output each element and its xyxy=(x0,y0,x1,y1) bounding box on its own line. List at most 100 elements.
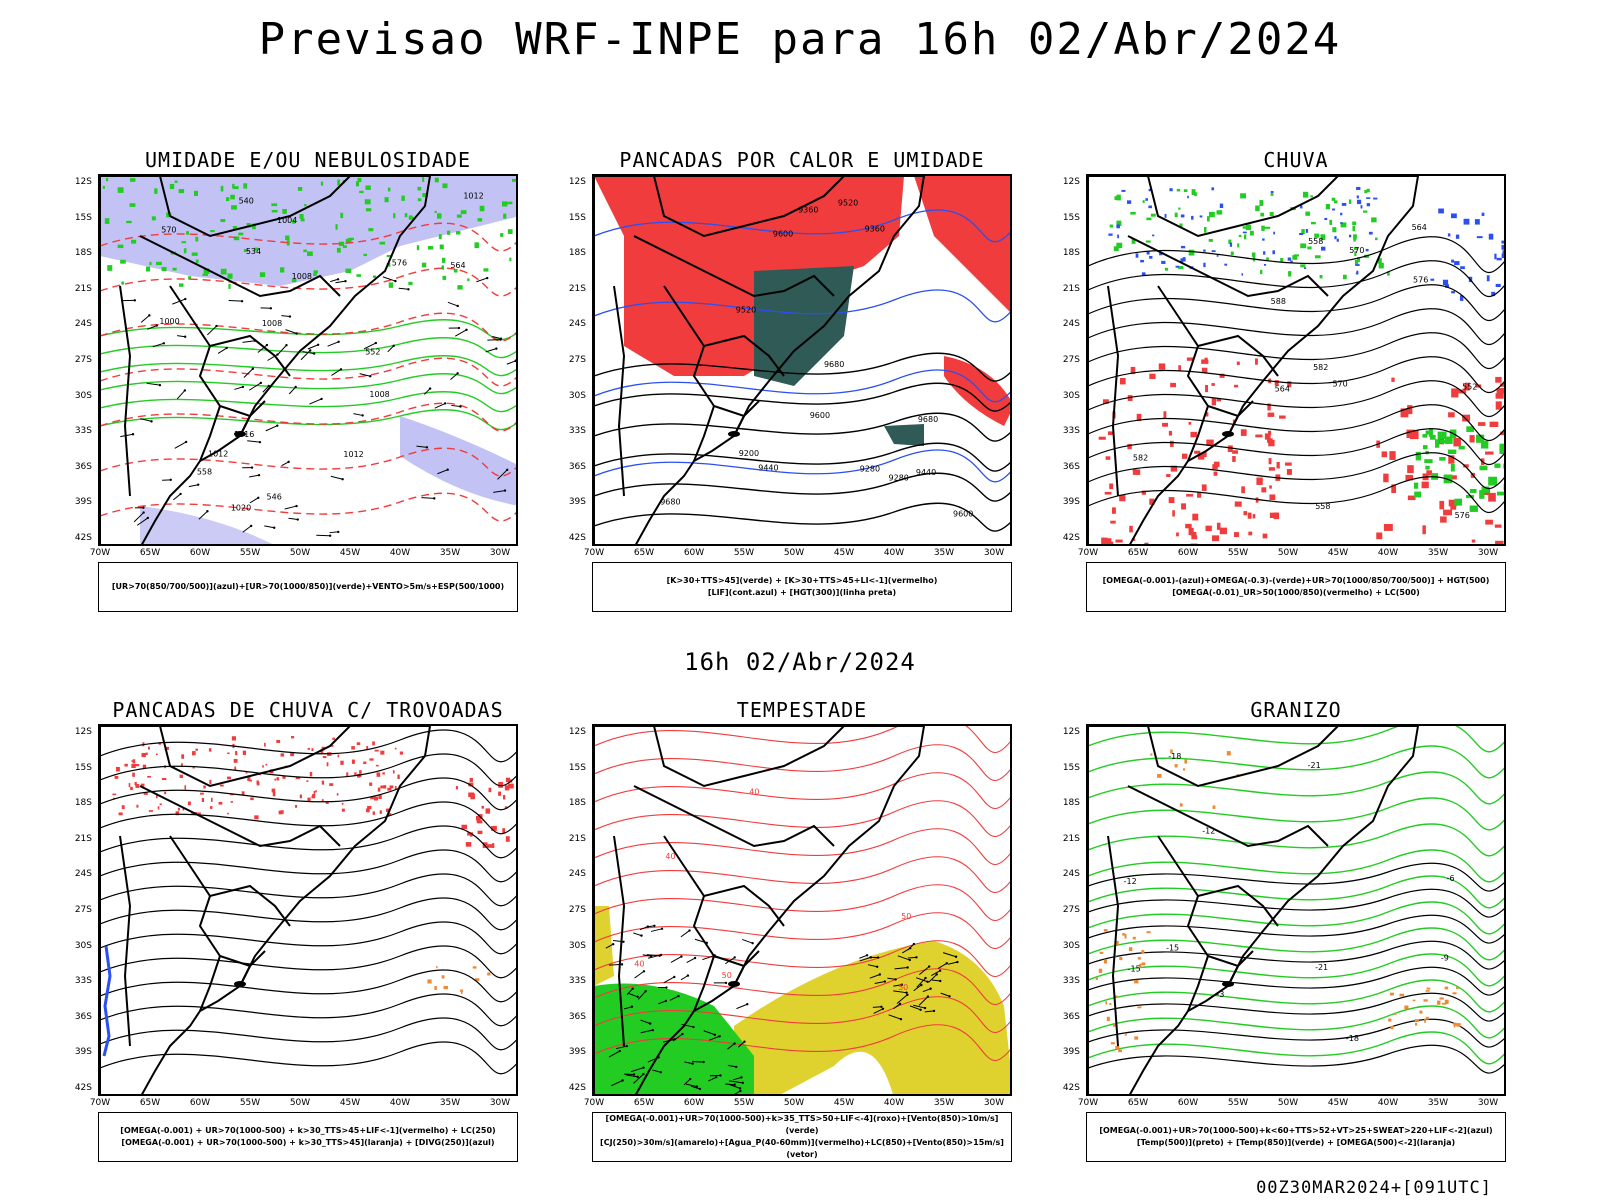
legend-box: [K>30+TTS>45](verde) + [K>30+TTS>45+LI<-… xyxy=(592,562,1012,612)
map-trovoadas[interactable] xyxy=(98,724,518,1096)
humidity-green-speckle xyxy=(434,177,439,183)
thunderstorm-red-speckle xyxy=(392,770,395,774)
rain-red-speckle xyxy=(1234,384,1239,388)
rain-green-speckle xyxy=(1109,224,1114,228)
lon-tick-label: 35W xyxy=(1427,548,1449,558)
rain-red-speckle xyxy=(1181,503,1186,510)
rain-green-speckle xyxy=(1116,220,1122,226)
wind-vector xyxy=(147,325,157,330)
humidity-green-speckle xyxy=(408,281,413,285)
contour-label: 558 xyxy=(1315,502,1330,511)
rain-green-speckle xyxy=(1488,476,1498,486)
rain-green-speckle xyxy=(1266,257,1269,261)
rain-green-speckle xyxy=(1479,490,1485,499)
wind-vector xyxy=(611,943,615,946)
longitude-axis: 70W 65W 60W 55W 50W 45W 40W 35W 30W xyxy=(90,546,518,560)
wind-vector xyxy=(136,517,149,526)
lon-tick-label: 35W xyxy=(439,1098,461,1108)
wind-vector xyxy=(206,325,217,336)
wind-vector xyxy=(198,510,208,520)
legend-line: [OMEGA(-0.001) + UR>70(1000-500) + k>30_… xyxy=(121,1138,495,1147)
temp850-contour xyxy=(1088,745,1504,779)
wind-vector xyxy=(685,1083,698,1088)
thunderstorm-red-speckle xyxy=(184,785,187,790)
thunderstorm-red-speckle xyxy=(161,777,167,781)
rain-blue-speckle xyxy=(1475,220,1479,225)
wind-vector xyxy=(640,934,643,937)
wind-vector xyxy=(942,952,957,958)
wind-vector xyxy=(926,980,929,983)
wind-vector xyxy=(906,993,909,996)
rain-red-speckle xyxy=(1205,384,1209,393)
wind-vector xyxy=(421,497,435,499)
wind-vector xyxy=(331,368,342,376)
lat-tick-label: 12S xyxy=(568,727,586,737)
rain-red-speckle xyxy=(1216,398,1222,402)
wind-vector xyxy=(680,955,683,958)
wind-vector xyxy=(363,342,377,350)
rain-green-speckle xyxy=(1440,439,1446,444)
map-granizo[interactable]: -3 -6 -9 -12 -15 -18 -21 -12 -15 -18 -21 xyxy=(1086,724,1506,1096)
rain-blue-speckle xyxy=(1272,250,1275,255)
rain-blue-speckle xyxy=(1305,229,1309,233)
wind-vector xyxy=(267,384,270,388)
thunderstorm-red-speckle xyxy=(142,764,147,769)
thunderstorm-red-speckle xyxy=(469,777,473,782)
contour-label: -9 xyxy=(1441,953,1449,962)
rain-red-speckle xyxy=(1236,361,1240,365)
rain-green-speckle xyxy=(1131,238,1136,244)
lon-tick-label: 55W xyxy=(239,1098,261,1108)
humidity-green-speckle xyxy=(230,194,235,200)
wind-vector xyxy=(277,344,287,355)
country-border xyxy=(139,235,341,298)
lat-tick-label: 18S xyxy=(74,798,92,809)
rain-red-speckle xyxy=(1381,451,1388,458)
thunderstorm-red-speckle xyxy=(235,751,238,755)
longitude-axis: 70W 65W 60W 55W 50W 45W 40W 35W 30W xyxy=(584,1096,1012,1110)
rain-green-speckle xyxy=(1307,246,1312,250)
thunderstorm-red-speckle xyxy=(477,830,483,835)
rain-red-speckle xyxy=(1477,422,1486,426)
wind-vector xyxy=(217,347,227,354)
wind-vector xyxy=(327,341,339,347)
omega-orange-speckle xyxy=(1412,999,1416,1002)
rain-blue-speckle xyxy=(1299,232,1304,235)
rain-red-speckle xyxy=(1421,481,1429,489)
wind-vector xyxy=(626,988,634,996)
contour-label: -3 xyxy=(1216,990,1224,999)
map-pancadas-calor[interactable]: 9680 9680 9680 9600 9600 9520 9440 9360 9280 9200… xyxy=(592,174,1012,546)
thunderstorm-red-speckle xyxy=(245,771,248,774)
map-umidade[interactable]: 1008 1008 1008 1012 1012 1012 1016 1020 576 570 56… xyxy=(98,174,518,546)
wind-vector xyxy=(369,375,372,378)
wind-vector xyxy=(733,1083,736,1086)
wind-vector xyxy=(253,339,257,342)
thunderstorm-red-speckle xyxy=(136,804,139,808)
red-dashed-contour xyxy=(100,492,516,522)
map-tempestade[interactable]: 50 50 40 40 50 40 xyxy=(592,724,1012,1096)
thunderstorm-red-speckle xyxy=(250,797,254,801)
humidity-green-speckle xyxy=(104,218,110,224)
wind-vector xyxy=(486,276,489,280)
temp500-contour xyxy=(1088,914,1504,944)
wind-vector xyxy=(387,345,395,353)
rain-green-speckle xyxy=(1325,203,1330,210)
lat-tick-label: 27S xyxy=(74,355,92,365)
rain-green-speckle xyxy=(1353,238,1356,242)
wind-vector xyxy=(639,926,649,931)
height-contour xyxy=(594,352,1010,382)
rain-red-speckle xyxy=(1194,450,1201,454)
rain-green-speckle xyxy=(1465,494,1474,499)
wind-vector xyxy=(265,425,278,432)
wind-vector xyxy=(664,999,668,1003)
omega-orange-speckle xyxy=(1226,751,1231,756)
streamline xyxy=(100,969,516,1003)
rain-green-speckle xyxy=(1146,217,1152,221)
rain-blue-speckle xyxy=(1451,291,1455,294)
rain-blue-speckle xyxy=(1348,234,1352,238)
run-info-footer: 00Z30MAR2024+[091UTC] xyxy=(1256,1178,1492,1198)
wind-vector xyxy=(288,517,298,521)
humidity-green-speckle xyxy=(345,238,352,244)
legend-line: [K>30+TTS>45](verde) + [K>30+TTS>45+LI<-… xyxy=(666,576,938,585)
country-border xyxy=(633,785,835,848)
map-chuva[interactable]: 588 582 582 576 570 564 558 552 576 570 564 558 xyxy=(1086,174,1506,546)
